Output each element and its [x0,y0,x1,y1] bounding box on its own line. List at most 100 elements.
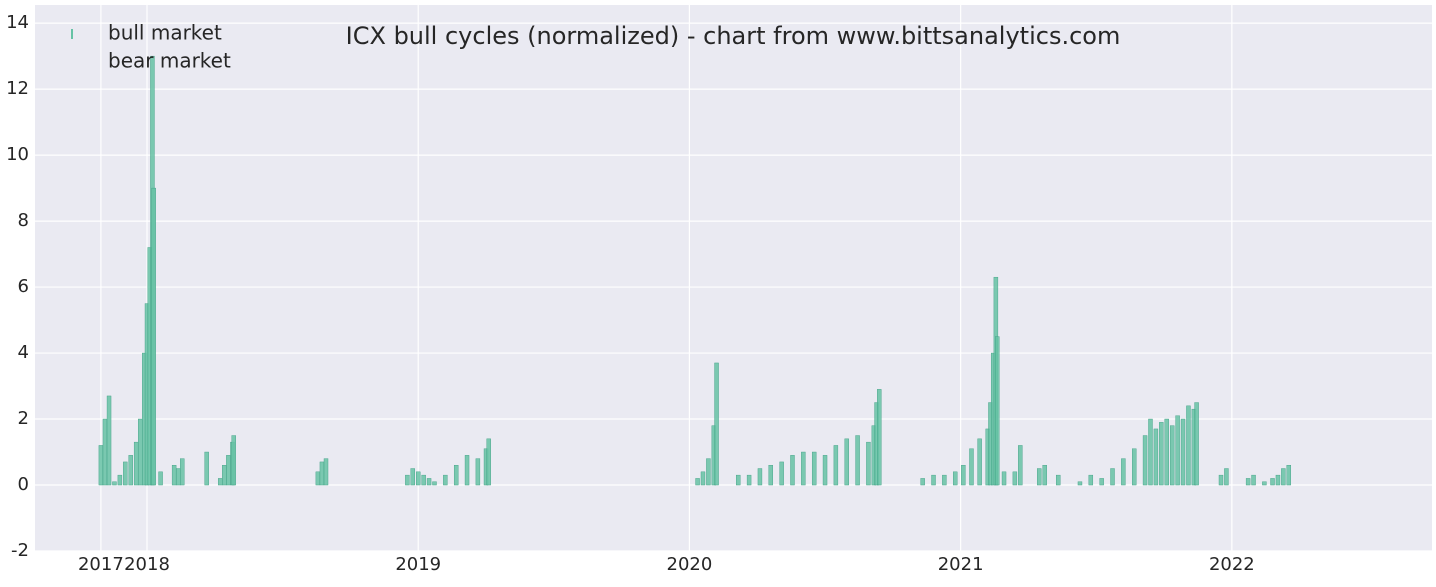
bar [695,478,700,486]
bar [112,481,117,486]
bar [1218,474,1224,486]
y-tick-label: 0 [18,474,29,495]
legend-label: bear market [108,49,231,73]
x-tick-label: 2017 [78,554,124,575]
bar [920,478,925,486]
bar [714,362,719,486]
bar [1169,425,1175,486]
bar [171,465,177,486]
bar [811,451,817,486]
bar [801,451,806,486]
bar [106,395,112,486]
bar [1175,415,1180,486]
bar [700,471,706,486]
y-tick-label: 6 [18,276,29,297]
bar [464,455,470,486]
bar [128,455,133,486]
legend-label: bull market [108,21,222,45]
bar [432,481,437,486]
legend: bull market bear market [71,21,231,73]
bar [736,474,741,486]
bar [1056,474,1061,486]
bar [218,478,223,486]
bar [1099,478,1104,486]
bar [475,458,481,486]
x-tick-label: 2019 [395,554,441,575]
y-tick-label: -2 [11,540,29,561]
bar [822,455,828,486]
bar [123,461,128,486]
bar [1194,402,1199,486]
bar [1180,418,1186,486]
legend-marker [71,29,73,39]
bar [1018,445,1023,486]
bar [1164,418,1169,486]
y-tick-label: 2 [18,408,29,429]
bar [1121,458,1126,486]
bar [319,461,325,486]
bar [323,458,329,486]
bar [405,474,410,486]
bar [1148,418,1153,486]
x-tick-label: 2021 [938,554,984,575]
y-tick-label: 12 [6,78,29,99]
bar [1012,471,1018,486]
bar [443,474,448,486]
bar [416,471,421,486]
bar [1132,448,1137,486]
bar [855,435,860,486]
bar [1270,478,1275,486]
bar [1251,474,1256,486]
bar [426,478,432,486]
bar [1159,422,1164,486]
bar [969,448,974,486]
bar [844,438,849,486]
bar [1142,435,1148,486]
bar [1153,428,1159,486]
bar [175,468,181,486]
bar [779,461,784,486]
labels: -2 0 2 4 6 8 10 12 14 2017 2018 2019 2020 2021 2022 [6,12,1255,575]
x-tick-label: 2020 [667,554,713,575]
bar [133,441,139,486]
bar [706,458,711,486]
bar [790,455,795,486]
bar [231,435,236,486]
bar [961,465,966,486]
bar [1110,468,1115,486]
bar [953,471,958,486]
bar [1286,465,1292,486]
bar [931,474,936,486]
bar [222,465,227,486]
bar [746,474,752,486]
bar [138,418,143,486]
bar [421,474,426,486]
bar [486,438,491,486]
bar [995,336,1000,486]
bar [1281,468,1286,486]
bar [866,441,871,486]
bar [877,389,882,486]
bar [180,458,185,486]
bar [977,438,982,486]
bar [1275,474,1281,486]
bars [98,55,1292,486]
bar [942,474,947,486]
bar [1224,468,1229,486]
bar [117,474,123,486]
bar [1001,471,1007,486]
bar [226,455,231,486]
bar [151,187,156,486]
y-tick-label: 14 [6,12,29,33]
chart-title: ICX bull cycles (normalized) - chart fro… [346,22,1121,50]
bar [1042,465,1047,486]
grid [35,5,1432,552]
x-tick-label: 2022 [1209,554,1255,575]
legend-marker [71,57,73,67]
bar [204,451,209,486]
x-tick-label: 2018 [124,554,170,575]
bar [757,468,763,486]
y-tick-label: 8 [18,210,29,231]
y-tick-label: 10 [6,144,29,165]
